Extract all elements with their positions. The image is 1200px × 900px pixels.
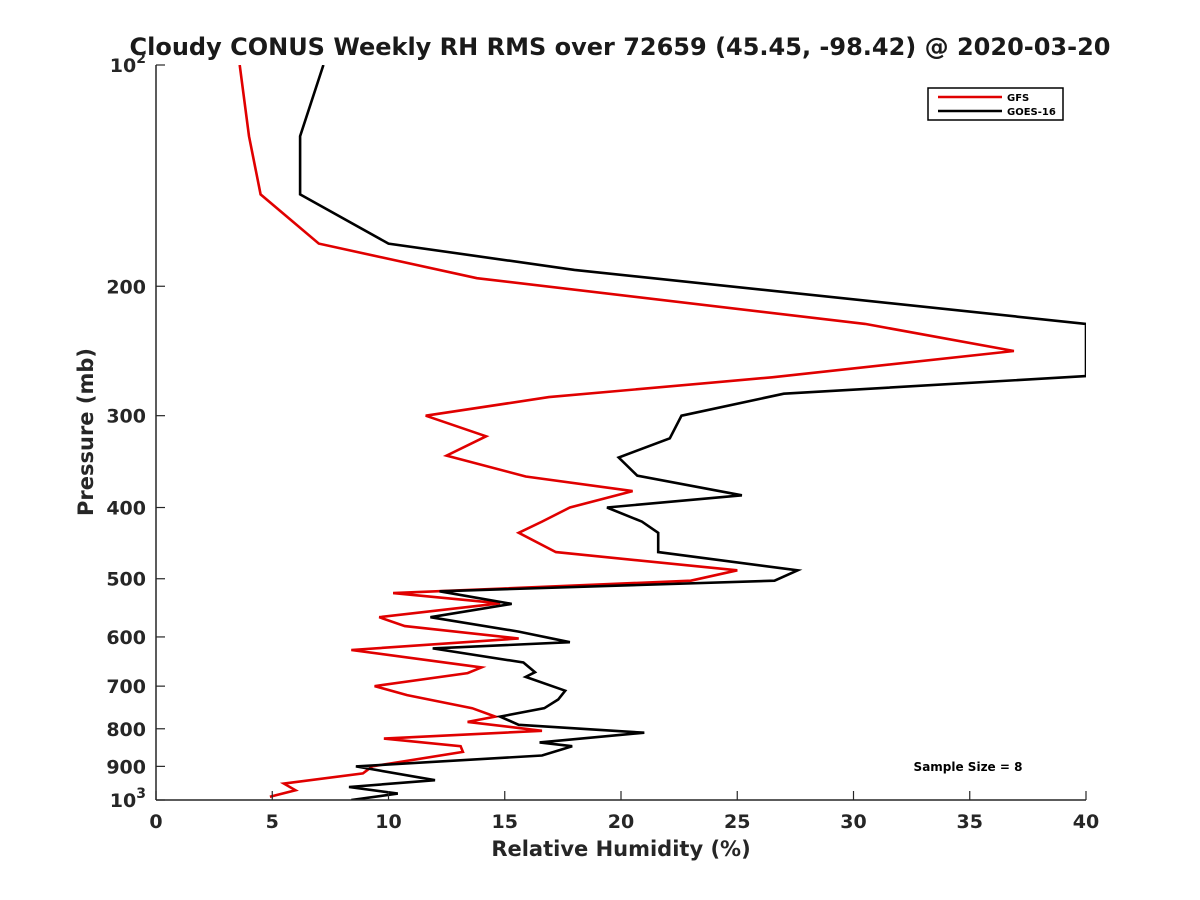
x-tick-label: 20 [608,811,634,833]
legend-box [927,87,1064,121]
sample-size-annotation: Sample Size = 8 [914,760,1023,774]
y-tick-label: 700 [106,676,146,698]
y-tick-base: 10 [110,55,136,77]
y-tick-label: 200 [106,276,146,298]
y-tick-label: 800 [106,719,146,741]
x-tick-label: 15 [492,811,518,833]
x-tick-label: 30 [840,811,866,833]
y-tick-label: 500 [106,569,146,591]
plot-area: 0 5 10 15 20 25 30 35 40 10220030040050060070080… [106,51,1099,833]
chart-title: Cloudy CONUS Weekly RH RMS over 72659 (4… [130,33,1111,61]
x-tick-label: 5 [266,811,279,833]
y-tick-exponent: 2 [136,51,146,67]
y-tick-label: 900 [106,756,146,778]
x-axis-label: Relative Humidity (%) [491,837,750,861]
legend-label-goes16: GOES-16 [1007,107,1056,118]
y-tick-label: 102 [110,51,146,77]
y-axis-label: Pressure (mb) [74,348,98,516]
y-tick-label: 600 [106,627,146,649]
x-tick-label: 10 [375,811,401,833]
y-tick-base: 10 [110,790,136,812]
series-line-goes16 [298,65,1086,800]
series-line-gfs [238,65,1015,799]
x-tick-label: 35 [957,811,983,833]
series-layer [238,65,1086,800]
legend-label-gfs: GFS [1007,93,1029,104]
y-tick-label: 300 [106,406,146,428]
x-tick-label: 25 [724,811,750,833]
x-tick-label: 40 [1073,811,1099,833]
y-tick-label: 400 [106,498,146,520]
legend: GFS GOES-16 [927,87,1064,121]
x-ticks: 0 5 10 15 20 25 30 35 40 [149,791,1099,833]
y-tick-exponent: 3 [136,786,146,802]
y-tick-label: 103 [110,786,146,812]
x-tick-label: 0 [149,811,162,833]
